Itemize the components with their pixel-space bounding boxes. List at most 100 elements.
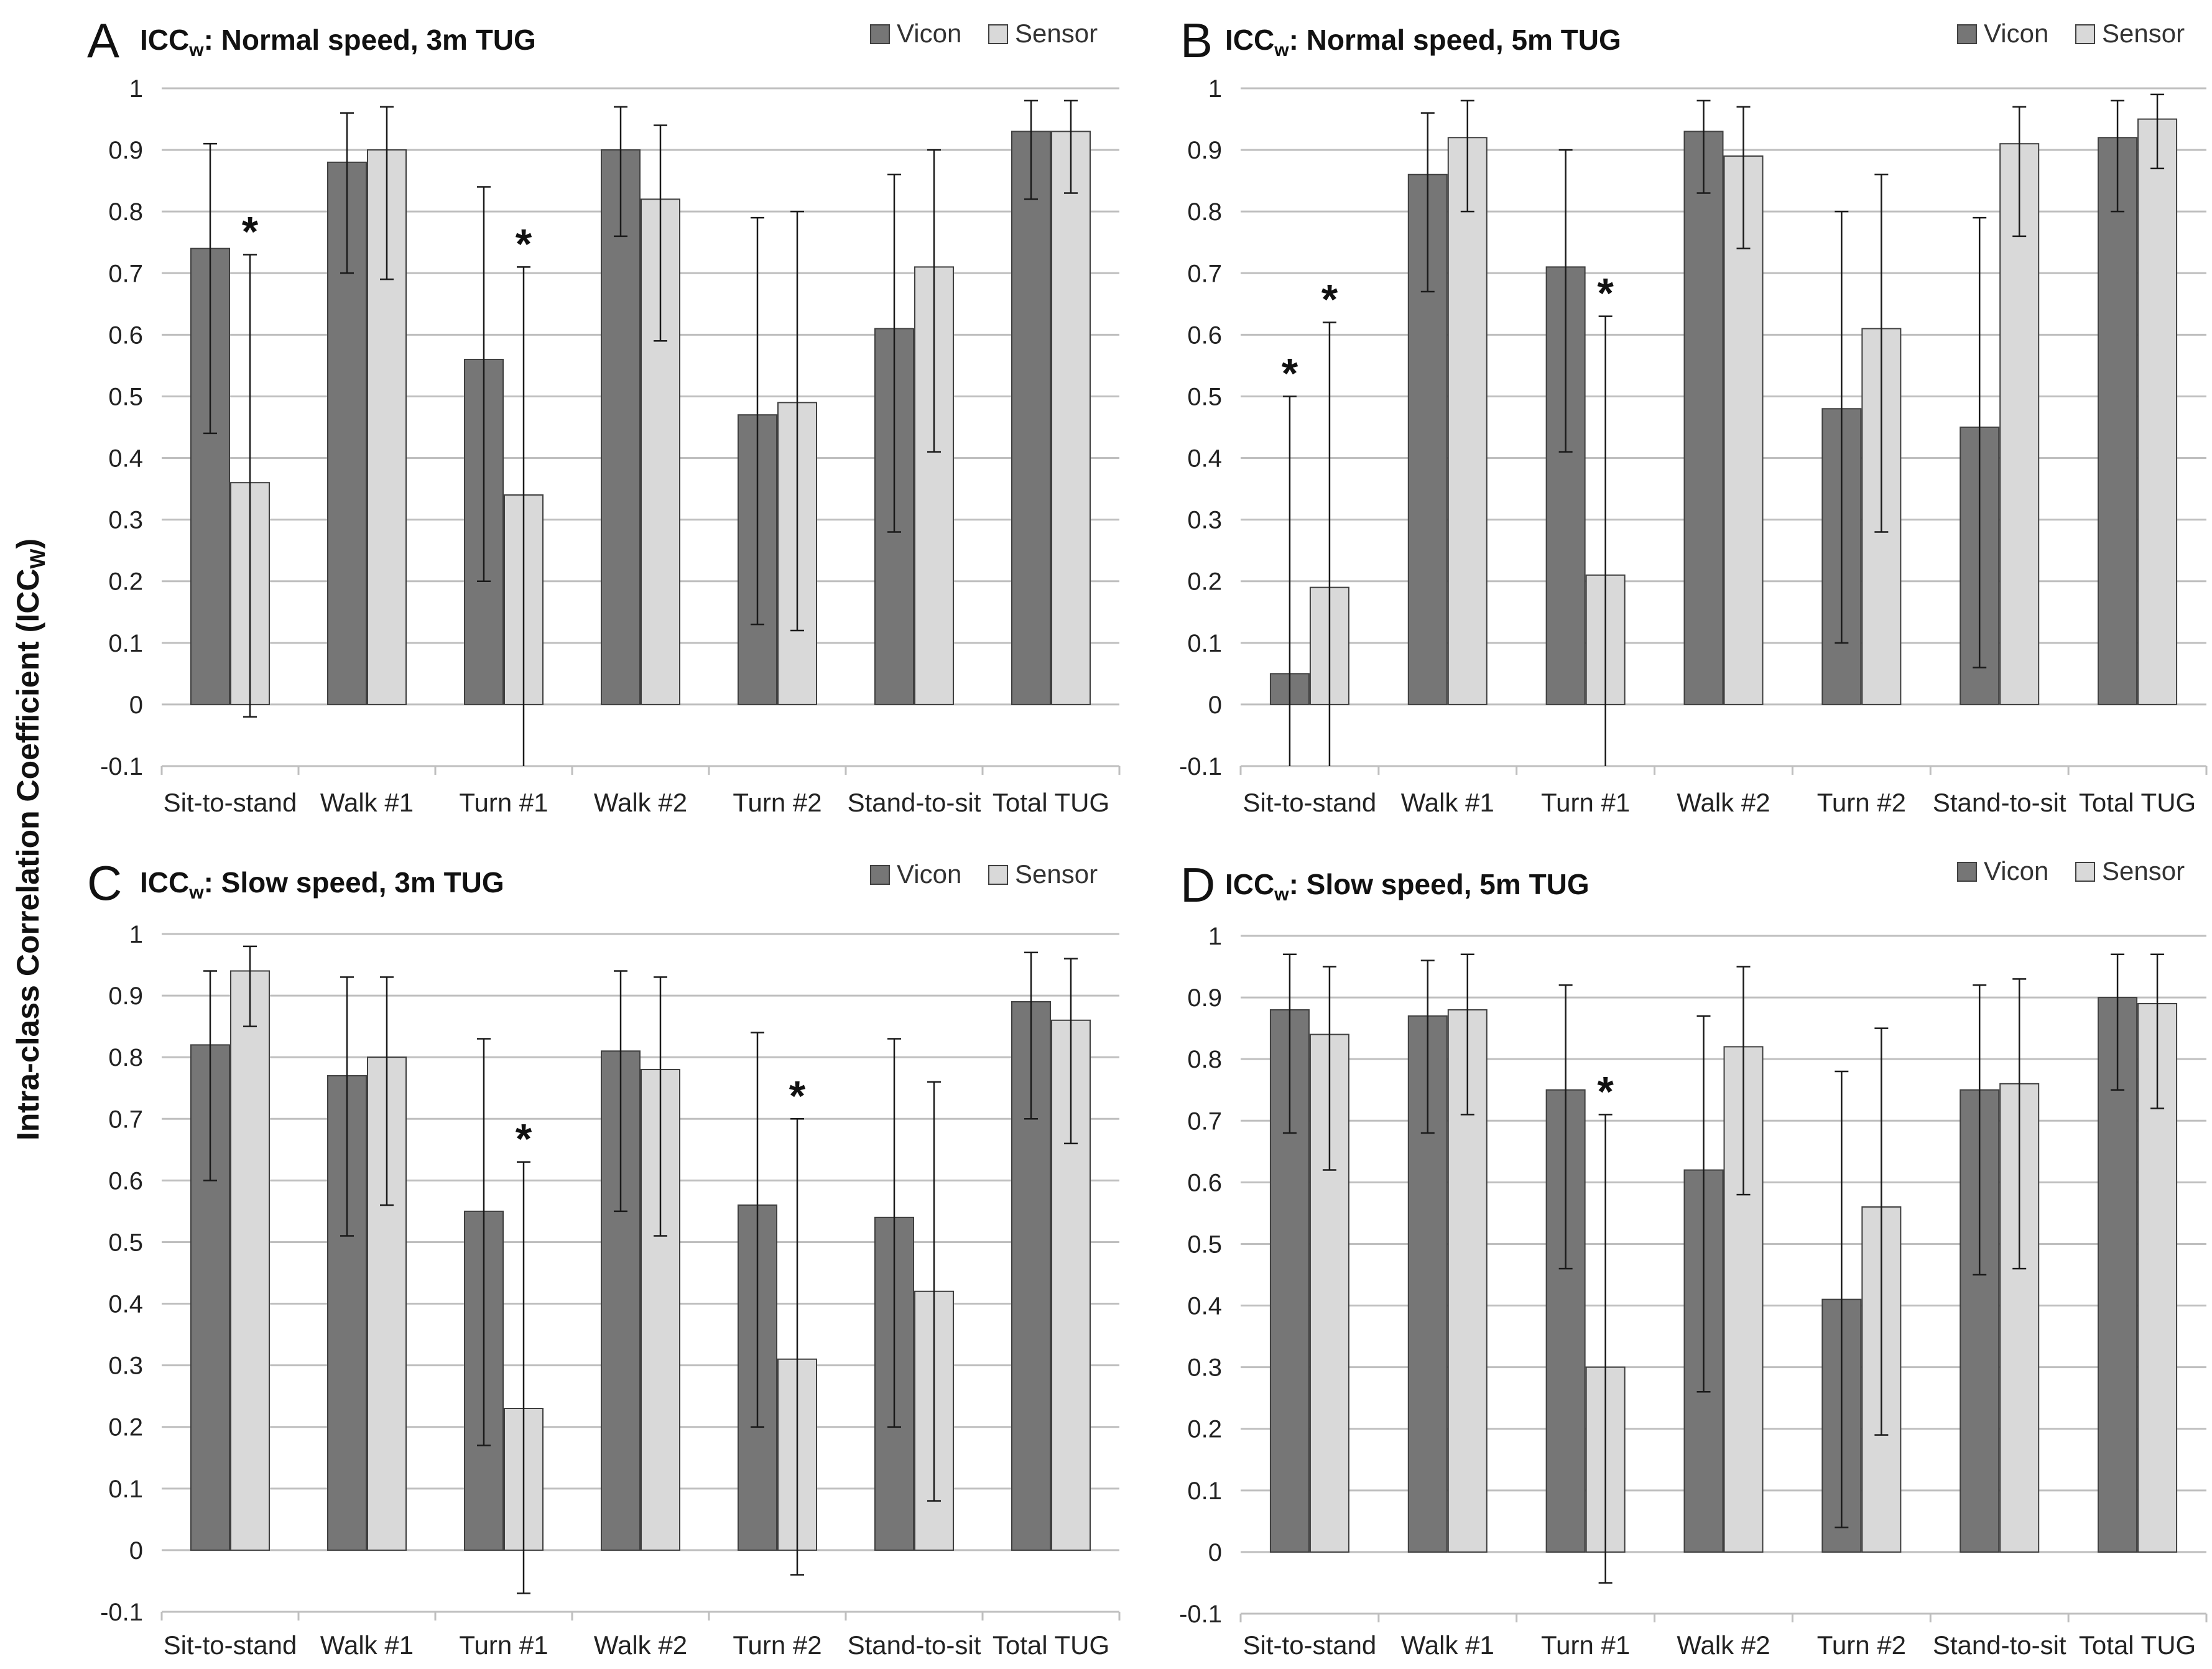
bar-vicon: [2098, 137, 2138, 705]
y-tick-label: 0.2: [108, 1414, 143, 1441]
y-tick-label: 0.4: [108, 445, 143, 473]
bar-sensor: [2137, 118, 2178, 705]
y-tick-label: 0: [129, 691, 143, 719]
x-tick-label: Walk #2: [594, 788, 687, 817]
bar-vicon: [327, 161, 367, 705]
panel-letter: C: [87, 856, 122, 910]
x-tick-label: Stand-to-sit: [848, 1630, 981, 1660]
y-tick-label: 0.7: [108, 260, 143, 287]
y-tick-label: 0.5: [108, 1229, 143, 1256]
bar-sensor: [1999, 143, 2040, 705]
panel-title: ICCw: Slow speed, 3m TUG: [140, 866, 504, 903]
panel-d: -0.1 0 0.1 0.2 0.3 0.4 0.5 0.6 0.7 0.8 0.9 1 Sit-to-…: [1179, 856, 2208, 1660]
significance-star: *: [789, 1072, 806, 1119]
x-tick-label: Total TUG: [2079, 788, 2196, 817]
bar-sensor: [230, 970, 270, 1551]
x-tick-label: Turn #1: [459, 1630, 548, 1660]
legend-label-vicon: Vicon: [1984, 856, 2048, 885]
y-tick-label: 1: [1208, 75, 1222, 103]
x-tick-label: Turn #2: [1817, 788, 1906, 817]
panel-title: ICCw: Normal speed, 3m TUG: [140, 24, 536, 60]
bar-vicon: [1011, 131, 1051, 705]
significance-star: *: [516, 220, 532, 267]
panel-title: ICCw: Slow speed, 5m TUG: [1225, 868, 1590, 905]
panel-b: -0.1 0 0.1 0.2 0.3 0.4 0.5 0.6 0.7 0.8 0.9 1 Sit-to-…: [1179, 13, 2208, 817]
y-tick-label: 0.9: [1187, 984, 1222, 1012]
x-tick-label: Sit-to-stand: [164, 1630, 297, 1660]
y-tick-label: 0.1: [1187, 630, 1222, 657]
y-tick-label: 0.7: [1187, 260, 1222, 287]
y-tick-label: 0.8: [108, 198, 143, 226]
y-tick-label: 0: [1208, 1539, 1222, 1566]
y-tick-label: 0.6: [1187, 321, 1222, 349]
y-tick-label: -0.1: [100, 1599, 143, 1626]
y-tick-label: 0.8: [1187, 1046, 1222, 1073]
panel-letter: A: [87, 13, 119, 68]
legend-swatch-vicon: [870, 865, 890, 885]
x-tick-label: Turn #2: [733, 788, 821, 817]
y-tick-label: 0.3: [1187, 1354, 1222, 1382]
y-tick-label: 0.8: [108, 1044, 143, 1071]
legend-label-vicon: Vicon: [897, 859, 961, 889]
x-tick-label: Total TUG: [993, 788, 1109, 817]
x-tick-label: Sit-to-stand: [1243, 1630, 1377, 1660]
x-tick-label: Walk #2: [1677, 1630, 1770, 1660]
legend-label-sensor: Sensor: [1015, 19, 1098, 48]
legend-swatch-vicon: [1957, 24, 1977, 44]
y-tick-label: 0.3: [108, 1352, 143, 1380]
y-axis-label: Intra-class Correlation Coefficient (ICC…: [11, 539, 50, 1140]
panel-a: -0.1 0 0.1 0.2 0.3 0.4 0.5 0.6 0.7 0.8 0.9 1 Sit-to-…: [87, 13, 1121, 817]
y-tick-label: 0.6: [1187, 1169, 1222, 1196]
significance-star: *: [1282, 349, 1298, 397]
panel-letter: B: [1180, 13, 1213, 68]
bar-sensor: [1309, 1033, 1349, 1553]
legend-swatch-sensor: [2075, 862, 2095, 882]
y-tick-label: 0.1: [108, 1476, 143, 1503]
y-tick-label: 0.7: [108, 1106, 143, 1133]
y-tick-label: 0.4: [108, 1291, 143, 1318]
significance-star: *: [1321, 276, 1338, 323]
x-tick-label: Stand-to-sit: [848, 788, 981, 817]
x-tick-label: Total TUG: [993, 1630, 1109, 1660]
bar-sensor: [1051, 1019, 1091, 1551]
x-tick-label: Turn #2: [733, 1630, 821, 1660]
y-tick-label: 0.6: [108, 1167, 143, 1195]
legend-swatch-sensor: [988, 865, 1008, 885]
x-tick-label: Walk #1: [320, 788, 414, 817]
y-tick-label: 0.5: [108, 383, 143, 410]
y-tick-label: 0.2: [108, 568, 143, 596]
y-tick-label: -0.1: [1179, 1601, 1222, 1628]
y-tick-label: 0.1: [108, 630, 143, 657]
bar-vicon: [1683, 131, 1724, 705]
y-tick-label: 0.7: [1187, 1107, 1222, 1135]
x-tick-label: Stand-to-sit: [1933, 1630, 2066, 1660]
legend-label-sensor: Sensor: [1015, 859, 1098, 889]
y-tick-label: 0: [1208, 691, 1222, 719]
legend-swatch-sensor: [2075, 24, 2095, 44]
y-tick-label: 0.9: [108, 982, 143, 1010]
y-tick-label: 0.8: [1187, 198, 1222, 226]
bar-sensor: [1051, 131, 1091, 705]
legend-label-sensor: Sensor: [2102, 856, 2185, 885]
x-tick-label: Total TUG: [2079, 1630, 2196, 1660]
y-tick-label: 1: [1208, 923, 1222, 950]
bar-sensor: [1447, 137, 1488, 705]
y-tick-label: 0.4: [1187, 445, 1222, 473]
x-tick-label: Sit-to-stand: [1243, 788, 1377, 817]
legend-label-sensor: Sensor: [2102, 19, 2185, 48]
x-tick-label: Turn #1: [1541, 788, 1630, 817]
y-tick-label: 0.5: [1187, 383, 1222, 410]
y-tick-label: 0.3: [108, 507, 143, 534]
x-tick-label: Walk #2: [1677, 788, 1770, 817]
panel-letter: D: [1180, 858, 1215, 912]
y-tick-label: 0.5: [1187, 1231, 1222, 1258]
x-tick-label: Turn #1: [1541, 1630, 1630, 1660]
y-tick-label: -0.1: [100, 753, 143, 780]
x-tick-label: Walk #2: [594, 1630, 687, 1660]
legend-swatch-vicon: [870, 24, 890, 44]
x-tick-label: Walk #1: [320, 1630, 414, 1660]
significance-star: *: [1597, 270, 1614, 317]
y-tick-label: 0.9: [108, 137, 143, 164]
y-tick-label: 0: [129, 1537, 143, 1565]
